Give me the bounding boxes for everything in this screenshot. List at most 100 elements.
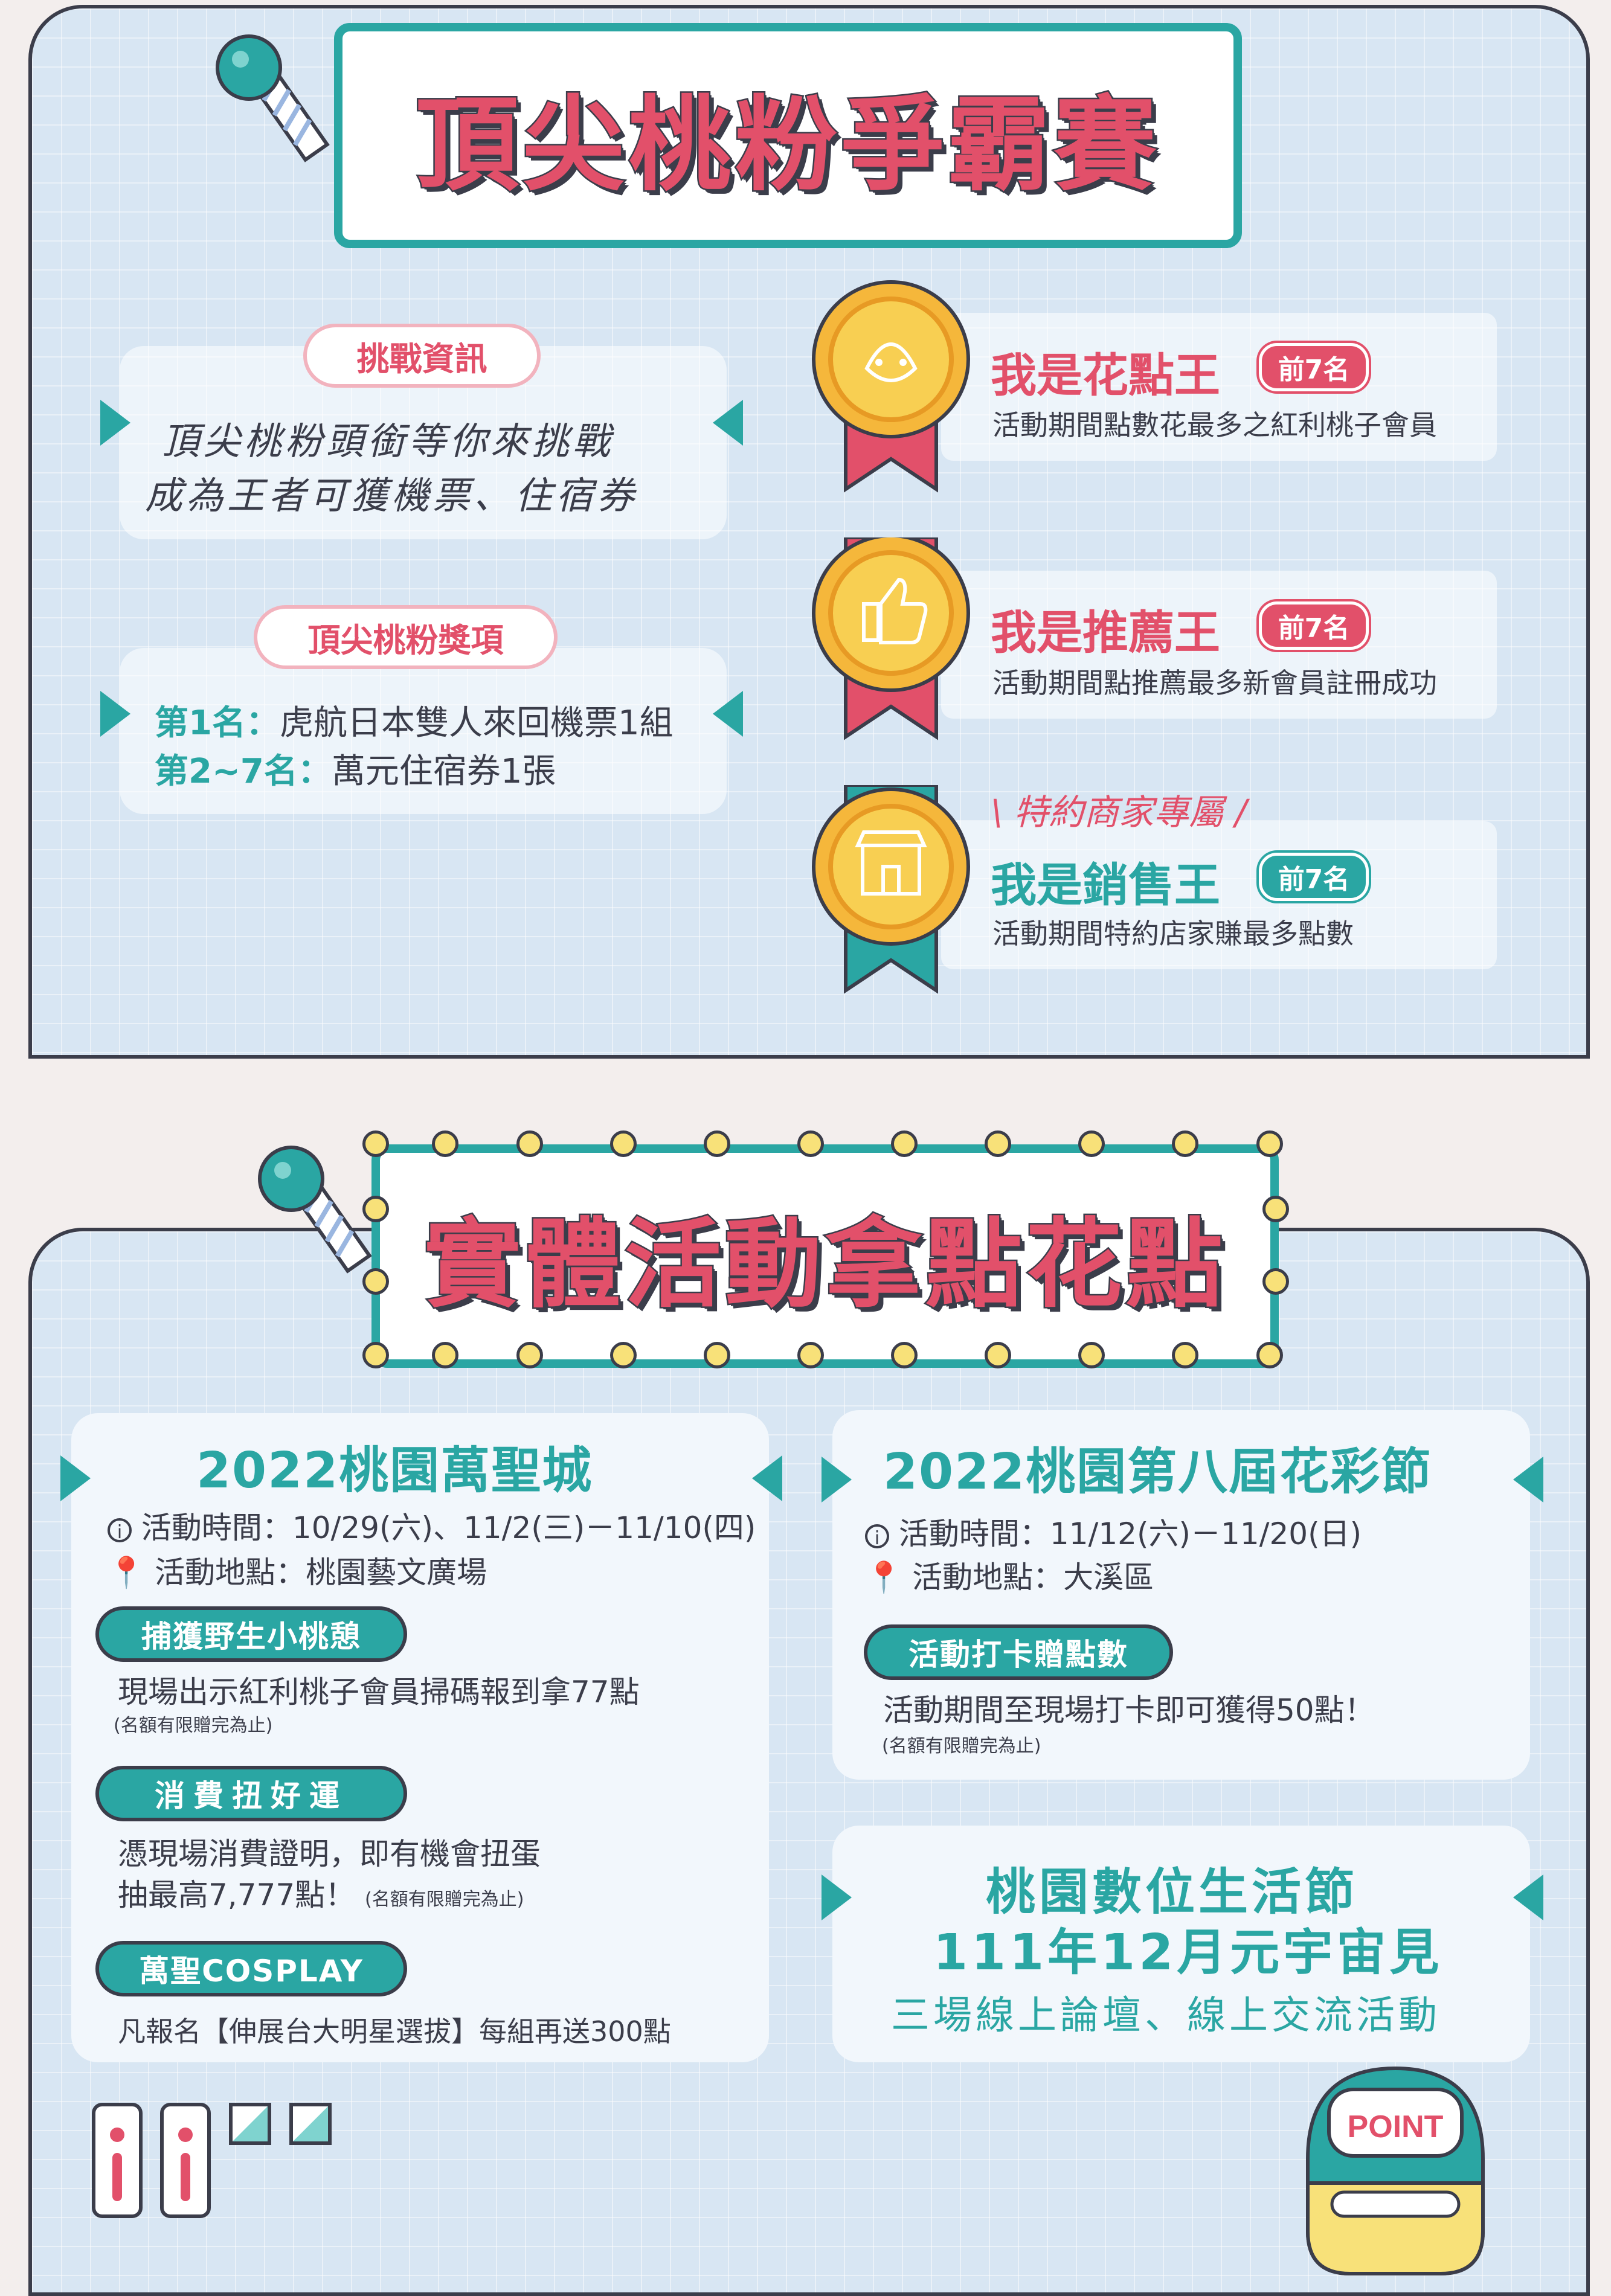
award-badge-sales: 前7名 [1259, 853, 1369, 901]
bulb-decoration [704, 1342, 730, 1368]
bulb-decoration [1262, 1196, 1289, 1222]
award-title-recommend: 我是推薦王 [991, 606, 1220, 659]
halloween-item-label-1: 捕獲野生小桃憩 [95, 1606, 407, 1662]
arrow-right-icon [100, 691, 130, 737]
arrow-right-icon [60, 1455, 91, 1501]
info-icon: i [108, 1518, 132, 1543]
bulb-decoration [891, 1130, 918, 1157]
arrow-left-icon [1513, 1457, 1543, 1502]
medal-thumbs-up-icon [812, 537, 970, 740]
halloween-item-line-2b: 抽最高7,777點！ (名額有限贈完為止) [118, 1871, 524, 1914]
bulb-decoration [985, 1130, 1011, 1157]
bulb-decoration [516, 1130, 543, 1157]
bulb-decoration [1172, 1342, 1198, 1368]
bulb-decoration [797, 1130, 824, 1157]
flower-place-row: 📍 活動地點：大溪區 [865, 1553, 1154, 1597]
section1-title-box: 頂尖桃粉爭霸賽 [334, 23, 1242, 248]
info-icon: i [865, 1524, 889, 1549]
prize-row-1: 第1名：虎航日本雙人來回機票1組 [155, 696, 674, 745]
section2-title: 實體活動拿點花點 [422, 1207, 1226, 1323]
challenge-label: 挑戰資訊 [303, 324, 541, 388]
halloween-time-row: i 活動時間：10/29(六)、11/2(三)－11/10(四) [108, 1504, 756, 1547]
halloween-place: 活動地點：桃園藝文廣場 [155, 1555, 487, 1590]
medal-shop-icon [812, 785, 970, 994]
flower-item-label: 活動打卡贈點數 [864, 1624, 1173, 1680]
prize-rank-1: 第1名： [155, 704, 280, 743]
bulb-decoration [1256, 1130, 1283, 1157]
challenge-line-1: 頂尖桃粉頭銜等你來挑戰 [162, 419, 614, 463]
arrow-right-icon [822, 1874, 852, 1920]
bulb-decoration [432, 1130, 458, 1157]
medal-peach-face-icon [812, 280, 970, 493]
bulb-decoration [362, 1196, 389, 1222]
flower-place: 活動地點：大溪區 [912, 1560, 1154, 1595]
arrow-right-icon [100, 400, 130, 446]
halloween-title: 2022桃園萬聖城 [196, 1442, 593, 1499]
prize-rank-2: 第2~7名： [155, 752, 332, 791]
arrow-left-icon [713, 691, 743, 737]
flower-note: (名額有限贈完為止) [882, 1736, 1041, 1757]
award-title-spend: 我是花點王 [991, 348, 1220, 402]
bulb-decoration [1078, 1130, 1105, 1157]
digital-line-1: 桃園數位生活節 [986, 1864, 1359, 1921]
location-pin-icon: 📍 [865, 1560, 903, 1595]
bulb-decoration [362, 1268, 389, 1295]
bulb-decoration [1262, 1268, 1289, 1295]
section2-title-box: 實體活動拿點花點 [371, 1144, 1279, 1368]
bulb-decoration [1256, 1342, 1283, 1368]
halloween-place-row: 📍 活動地點：桃園藝文廣場 [108, 1548, 487, 1592]
arcade-buttons-icon [92, 2103, 332, 2218]
flower-item-line: 活動期間至現場打卡即可獲得50點！ [883, 1693, 1375, 1728]
digital-card [832, 1826, 1530, 2062]
joystick-icon [216, 34, 330, 162]
flower-title: 2022桃園第八屆花彩節 [883, 1443, 1432, 1501]
point-sign-text: POINT [1348, 2109, 1444, 2144]
prize-desc-2: 萬元住宿券1張 [331, 752, 556, 791]
award-desc-recommend: 活動期間點推薦最多新會員註冊成功 [992, 667, 1437, 699]
award-tag-sales: \ 特約商家專屬 / [991, 792, 1247, 833]
point-machine-icon: POINT [1306, 2066, 1485, 2275]
award-title-sales: 我是銷售王 [991, 858, 1220, 912]
halloween-item-note-2: (名額有限贈完為止) [365, 1889, 524, 1910]
arrow-right-icon [822, 1457, 852, 1502]
halloween-item-note-1: (名額有限贈完為止) [114, 1715, 273, 1736]
bulb-decoration [891, 1342, 918, 1368]
digital-line-2: 111年12月元宇宙見 [933, 1924, 1443, 1981]
joystick-icon [258, 1146, 372, 1274]
bulb-decoration [704, 1130, 730, 1157]
prize-desc-1: 虎航日本雙人來回機票1組 [279, 704, 674, 743]
prize-label: 頂尖桃粉獎項 [254, 605, 558, 669]
prize-row-2: 第2~7名：萬元住宿券1張 [155, 744, 556, 793]
arrow-left-icon [1513, 1874, 1543, 1920]
bulb-decoration [1078, 1342, 1105, 1368]
flower-time-row: i 活動時間：11/12(六)－11/20(日) [865, 1510, 1362, 1553]
halloween-item-line-3: 凡報名【伸展台大明星選拔】每組再送300點 [118, 2015, 671, 2048]
bulb-decoration [1172, 1130, 1198, 1157]
bulb-decoration [610, 1130, 637, 1157]
award-tag-sales-text: 特約商家專屬 [1013, 792, 1224, 833]
section1-title: 頂尖桃粉爭霸賽 [414, 84, 1160, 207]
halloween-item-line-2b-text: 抽最高7,777點！ [118, 1878, 356, 1913]
bulb-decoration [362, 1342, 389, 1368]
bulb-decoration [610, 1342, 637, 1368]
award-box-recommend [941, 571, 1497, 719]
arrow-left-icon [752, 1455, 782, 1501]
award-box-spend [941, 313, 1497, 461]
arrow-left-icon [713, 400, 743, 446]
challenge-line-2: 成為王者可獲機票、住宿券 [145, 473, 638, 518]
award-badge-recommend: 前7名 [1259, 601, 1369, 650]
flower-time: 活動時間：11/12(六)－11/20(日) [898, 1516, 1362, 1551]
award-box-sales [941, 821, 1497, 969]
award-desc-spend: 活動期間點數花最多之紅利桃子會員 [992, 409, 1437, 441]
bulb-decoration [516, 1342, 543, 1368]
location-pin-icon: 📍 [108, 1555, 146, 1590]
halloween-item-line-1: 現場出示紅利桃子會員掃碼報到拿77點 [118, 1675, 640, 1710]
halloween-item-line-2a: 憑現場消費證明，即有機會扭蛋 [118, 1836, 541, 1871]
award-badge-spend: 前7名 [1259, 343, 1369, 391]
bulb-decoration [797, 1342, 824, 1368]
bulb-decoration [985, 1342, 1011, 1368]
digital-line-3: 三場線上論壇、線上交流活動 [891, 1993, 1441, 2038]
award-desc-sales: 活動期間特約店家賺最多點數 [992, 917, 1354, 950]
halloween-item-label-2: 消費扭好運 [95, 1766, 407, 1821]
bulb-decoration [362, 1130, 389, 1157]
